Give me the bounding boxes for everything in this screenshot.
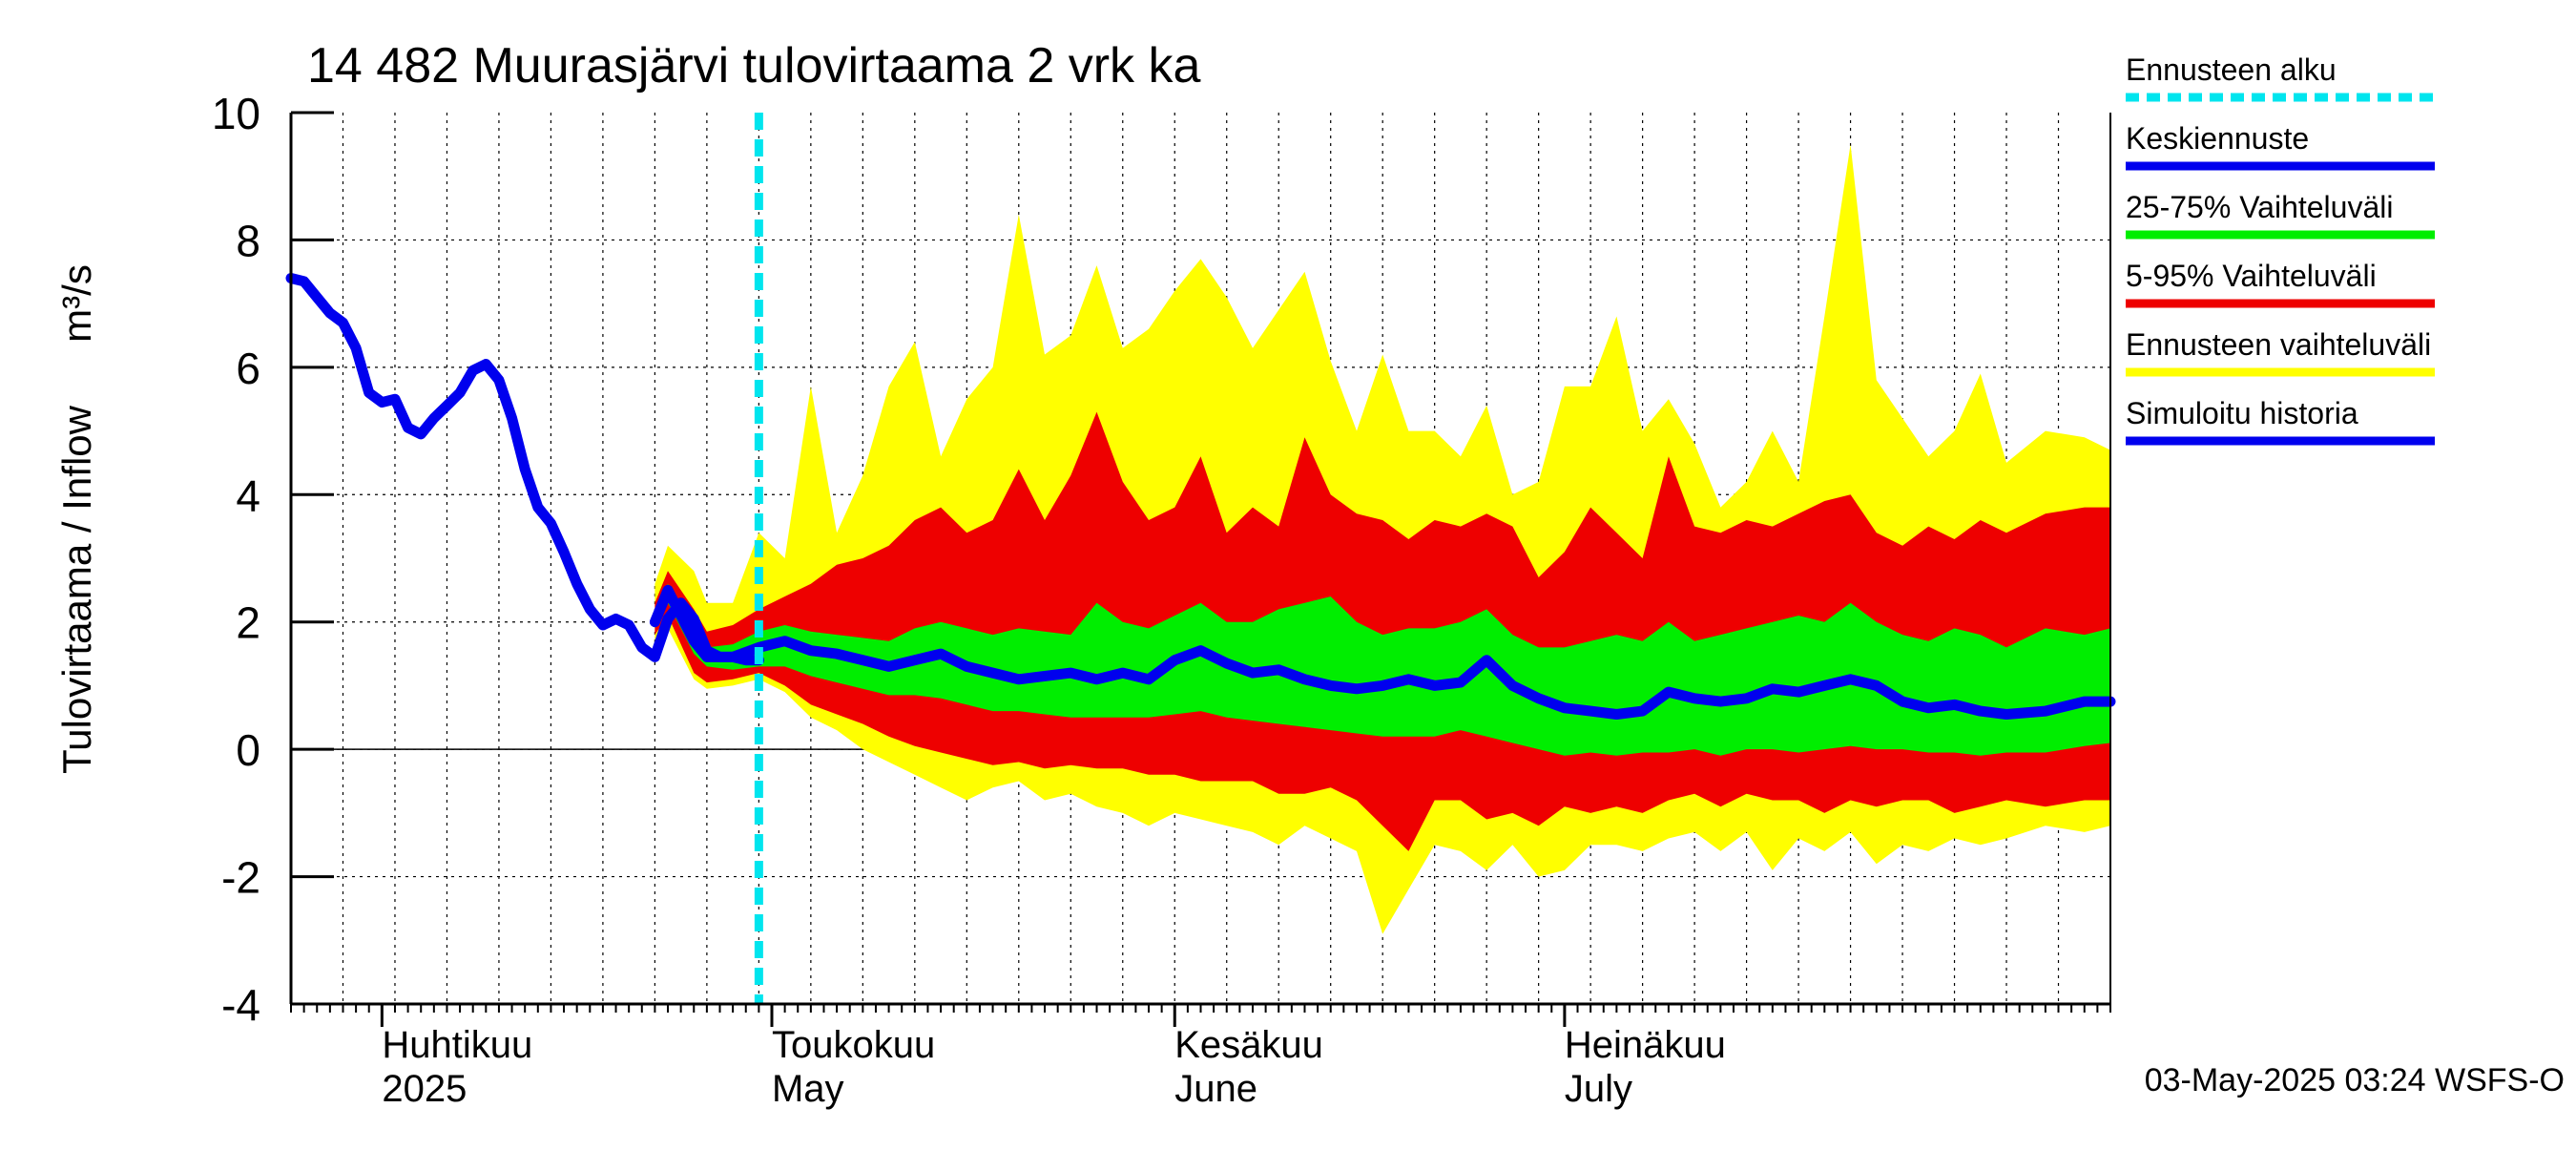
series-keskiennuste [649, 584, 2116, 720]
band-25-75 [654, 583, 2110, 756]
forecast-bands [654, 144, 2110, 934]
series-lines [285, 113, 2116, 1004]
legend-label: 5-95% Vaihteluväli [2126, 259, 2377, 293]
x-tick-label: Heinäkuu [1565, 1024, 1726, 1066]
x-tick-label: June [1174, 1068, 1257, 1110]
x-tick-label: May [772, 1068, 844, 1110]
x-tick-label: July [1565, 1068, 1632, 1110]
legend: Ennusteen alku Keskiennuste 25-75% Vaihtel… [2126, 52, 2435, 446]
legend-label: Simuloitu historia [2126, 396, 2358, 430]
y-tick-label: 4 [236, 470, 260, 520]
x-tick-label: 2025 [382, 1068, 467, 1110]
y-tick-label: 2 [236, 598, 260, 648]
y-tick-label: 6 [236, 344, 260, 393]
y-tick-label: 10 [212, 89, 260, 138]
x-tick-label: Huhtikuu [382, 1024, 532, 1066]
legend-label: Keskiennuste [2126, 121, 2309, 156]
x-tick-label: Toukokuu [772, 1024, 935, 1066]
x-tick-label: Kesäkuu [1174, 1024, 1323, 1066]
series-simuloitu-historia [285, 273, 764, 666]
legend-label: Ennusteen alku [2126, 52, 2337, 87]
chart-title: 14 482 Muurasjärvi tulovirtaama 2 vrk ka [307, 38, 1200, 94]
legend-label: 25-75% Vaihteluväli [2126, 190, 2393, 224]
y-tick-label: 8 [236, 216, 260, 265]
footer-timestamp: 03-May-2025 03:24 WSFS-O [2145, 1062, 2565, 1098]
legend-label: Ennusteen vaihteluväli [2126, 327, 2431, 362]
y-axis-label: Tulovirtaama / Inflow [54, 405, 99, 774]
y-axis-unit: m³/s [54, 264, 99, 343]
y-tick-label: -4 [221, 980, 260, 1030]
y-tick-label: -2 [221, 853, 260, 903]
y-tick-label: 0 [236, 725, 260, 775]
